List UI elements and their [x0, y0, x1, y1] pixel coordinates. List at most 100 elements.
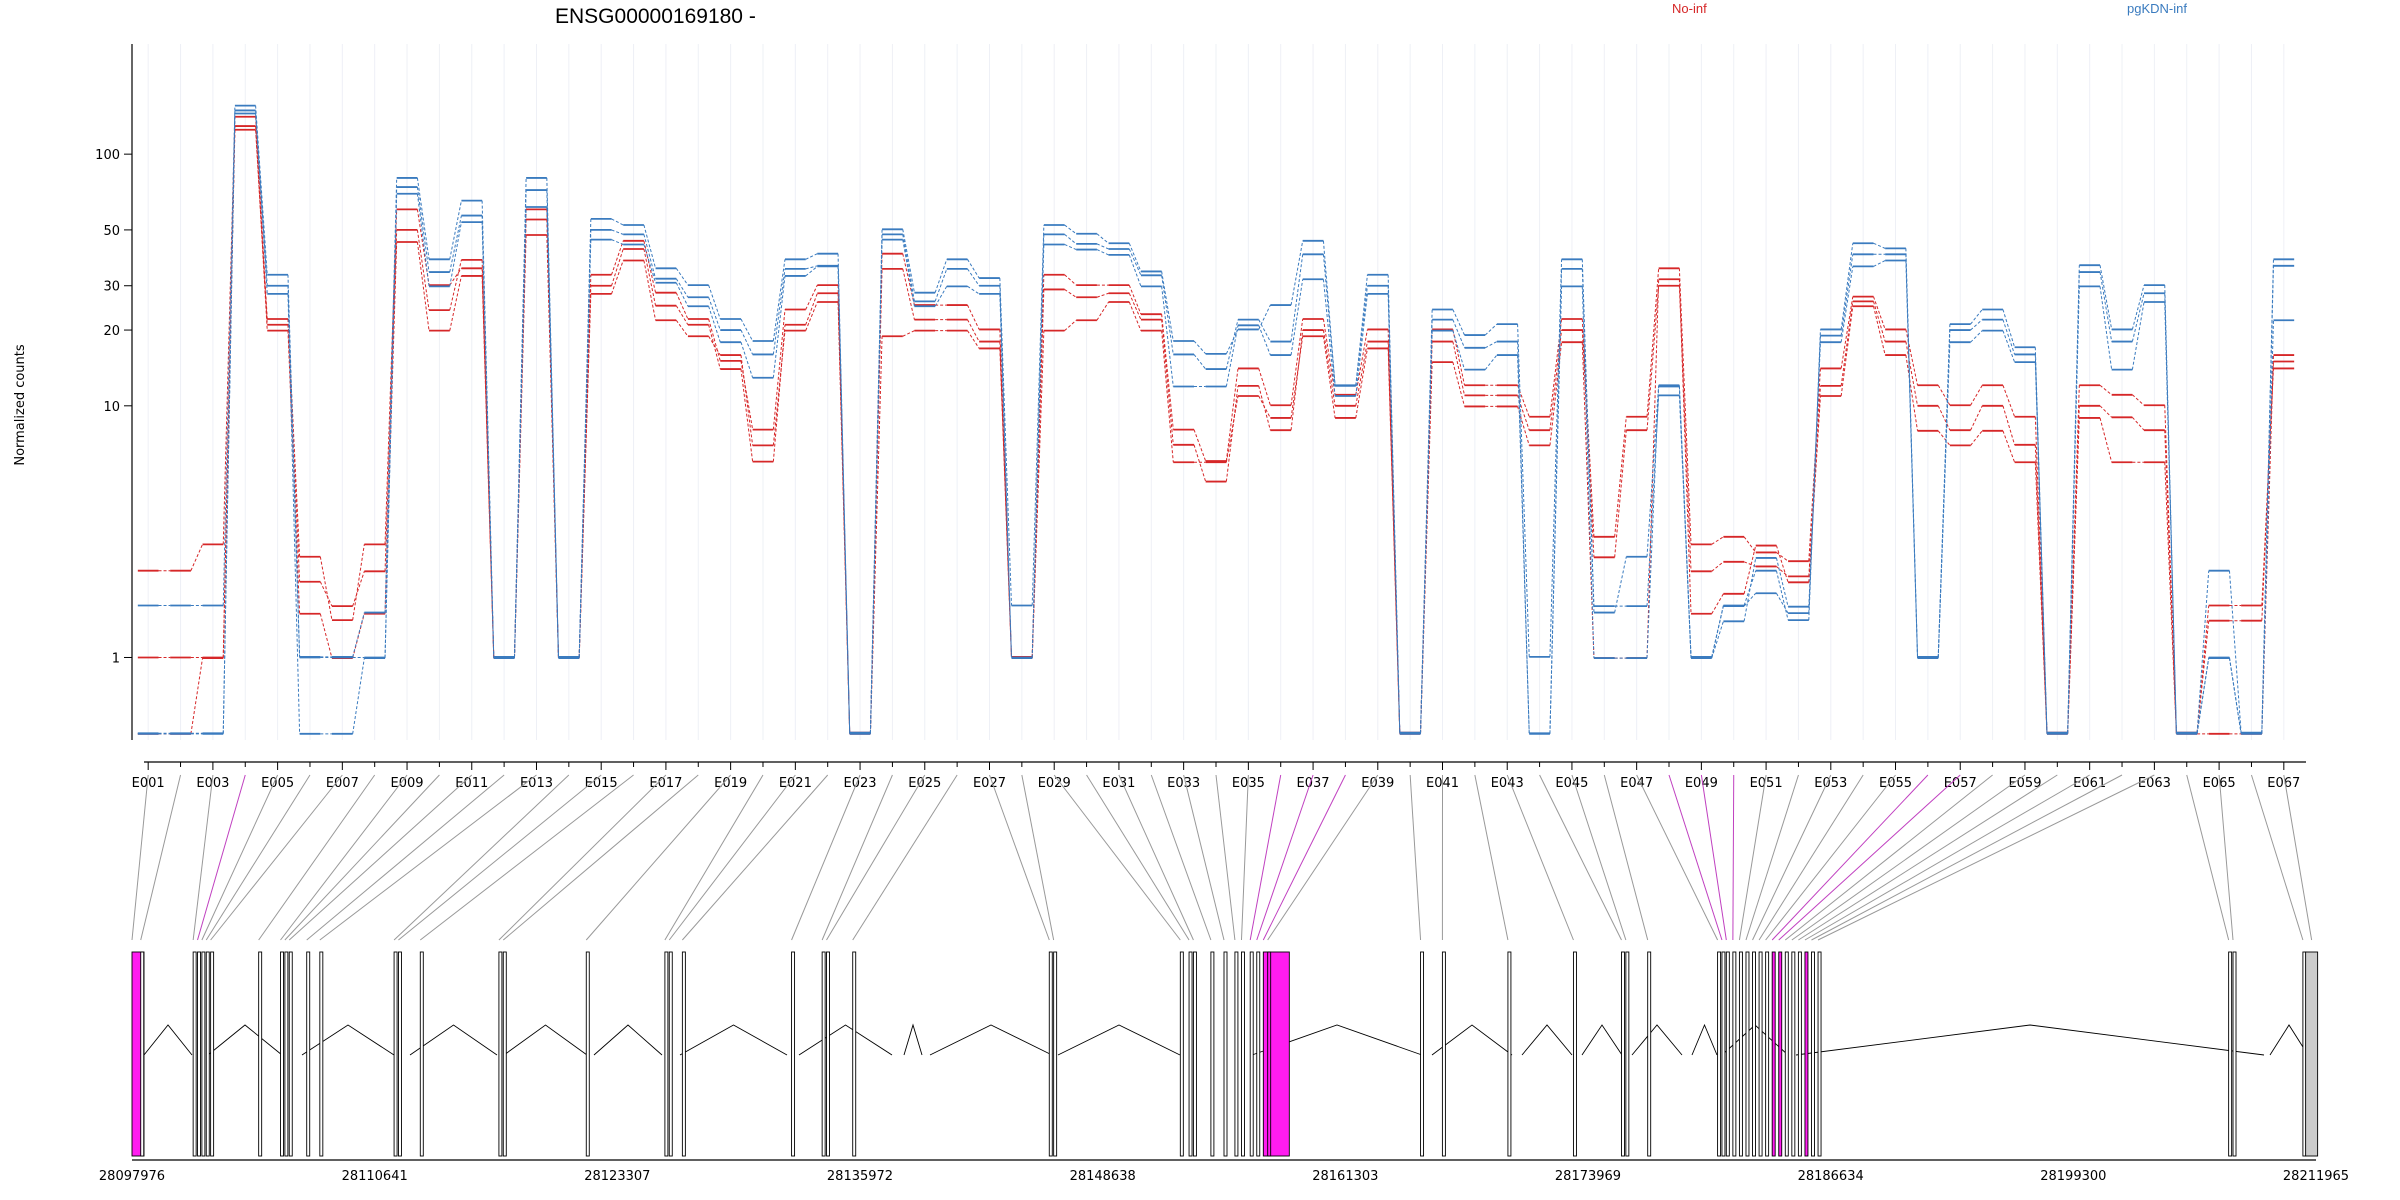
exon-link: [398, 774, 602, 941]
connector-segment: [1258, 304, 1271, 330]
x-tick-label: E061: [2073, 776, 2106, 791]
connector-segment: [1775, 545, 1789, 583]
connector-segment: [1970, 405, 1983, 431]
connector-segment: [902, 330, 915, 337]
x-tick-label: E047: [1620, 776, 1653, 791]
exon-block: [210, 951, 215, 1157]
connector-segment: [1322, 336, 1336, 418]
connector-segment: [1614, 416, 1627, 537]
exon-block: [1256, 951, 1261, 1157]
connector-segment: [190, 658, 204, 734]
connector-segment: [1937, 405, 1951, 431]
connector-segment: [1678, 386, 1692, 659]
exon-block: [140, 951, 145, 1157]
connector-segment: [222, 126, 236, 659]
connector-segment: [1873, 260, 1886, 267]
exon-block: [1241, 951, 1245, 1157]
exon-link: [419, 774, 634, 941]
connector-segment: [1452, 341, 1465, 396]
connector-segment: [2002, 385, 2016, 417]
connector-segment: [1873, 306, 1886, 356]
exon-block: [1811, 951, 1815, 1157]
exon-block: [1721, 951, 1726, 1157]
connector-segment: [1161, 286, 1174, 387]
exon-block: [319, 951, 324, 1157]
exon-block: [826, 951, 830, 1157]
connector-segment: [611, 239, 624, 245]
connector-segment: [1905, 260, 1919, 659]
connector-segment: [2034, 416, 2048, 733]
connector-segment: [772, 309, 786, 430]
intron-line: [503, 1024, 588, 1056]
exon-link: [2250, 774, 2304, 941]
x-tick-label: E025: [908, 776, 941, 791]
exon-block: [393, 951, 398, 1157]
exon-connector-lines: [131, 774, 2313, 941]
exon-link: [1603, 774, 1649, 941]
exon-link: [201, 774, 279, 941]
connector-segment: [1711, 561, 1724, 572]
exon-block: [1192, 951, 1197, 1157]
connector-segment: [1064, 224, 1077, 235]
y-axis-ticks: 1 10 20 30 50 100: [95, 148, 132, 666]
connector-segment: [416, 193, 430, 287]
exon-link: [140, 774, 182, 941]
connector-segment: [1064, 289, 1077, 298]
connector-segment: [222, 105, 236, 606]
genomic-coordinate-labels: 28097976 28110641 28123307 28135972 28148638…: [99, 1169, 2349, 1184]
connector-segment: [1322, 329, 1336, 406]
gene-model-track: [131, 951, 2319, 1161]
exon-block: [1784, 951, 1789, 1157]
connector-segment: [708, 306, 721, 343]
connector-segment: [481, 275, 495, 659]
connector-segment: [1937, 385, 1951, 406]
connector-segment: [2002, 430, 2016, 463]
connector-segment: [255, 126, 268, 331]
connector-segment: [1549, 329, 1563, 431]
exon-link: [2186, 774, 2230, 941]
x-tick-label: E011: [455, 776, 488, 791]
intron-line: [2269, 1024, 2309, 1056]
connector-segment: [772, 330, 786, 446]
connector-segment: [902, 268, 915, 320]
exon-block: [1745, 951, 1750, 1157]
exon-block: [852, 951, 857, 1157]
connector-segment: [1775, 557, 1789, 607]
connector-segment: [772, 268, 786, 355]
exon-link: [258, 774, 376, 941]
chart-title: ENSG00000169180 -: [555, 5, 756, 28]
exon-link: [1249, 774, 1282, 941]
exon-link: [284, 774, 440, 941]
intron-line: [207, 1024, 283, 1056]
connector-segment: [449, 275, 462, 331]
connector-segment: [1193, 354, 1207, 370]
exon-block: [201, 951, 206, 1157]
exon-block: [1647, 951, 1652, 1157]
exon-block: [1210, 951, 1215, 1157]
connector-segment: [611, 240, 624, 275]
exon-link: [664, 774, 764, 941]
connector-segment: [643, 224, 657, 269]
connector-segment: [1355, 274, 1368, 386]
connector-segment: [352, 571, 365, 607]
exon-link: [852, 774, 958, 941]
connector-segment: [2196, 658, 2210, 734]
connector-segment: [902, 253, 915, 306]
exon-block: [205, 951, 210, 1157]
connector-segment: [1355, 341, 1368, 406]
exon-link: [1267, 774, 1379, 941]
connector-segment: [319, 581, 333, 607]
exon-block: [664, 951, 669, 1157]
x-tick-label: E045: [1555, 776, 1588, 791]
connector-segment: [708, 335, 721, 356]
x-tick-label: E067: [2267, 776, 2300, 791]
coordinate-label: 28135972: [827, 1169, 893, 1184]
connector-segment: [740, 318, 754, 342]
connector-segment: [611, 218, 624, 226]
connector-segment: [1064, 319, 1077, 332]
exon-link: [1778, 774, 1961, 941]
exon-link: [1771, 774, 1929, 941]
connector-segment: [2131, 293, 2145, 342]
connector-segment: [384, 193, 398, 659]
connector-segment: [2034, 362, 2048, 734]
